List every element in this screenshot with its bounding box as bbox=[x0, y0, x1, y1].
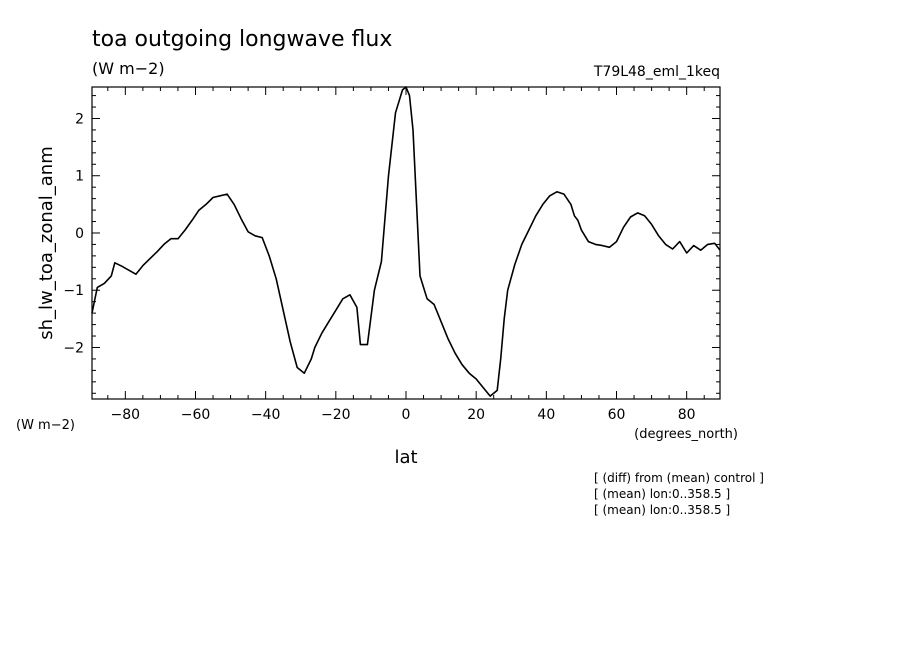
x-tick-label: −40 bbox=[251, 407, 281, 423]
x-tick-label: 60 bbox=[608, 407, 626, 423]
note-line: [ (mean) lon:0..358.5 ] bbox=[594, 487, 730, 501]
x-tick-label: 0 bbox=[402, 407, 411, 423]
x-tick-label: −60 bbox=[181, 407, 211, 423]
x-tick-label: 20 bbox=[467, 407, 485, 423]
series-line bbox=[91, 86, 721, 397]
x-tick-label: −20 bbox=[321, 407, 351, 423]
y-units-label: (W m−2) bbox=[16, 418, 75, 433]
x-units-label: (degrees_north) bbox=[634, 427, 738, 442]
y-tick-label: −2 bbox=[63, 340, 84, 356]
y-axis-label: sh_lw_toa_zonal_anm bbox=[36, 146, 57, 339]
chart-title: toa outgoing longwave flux bbox=[92, 27, 392, 52]
x-tick-label: 40 bbox=[537, 407, 555, 423]
note-line: [ (diff) from (mean) control ] bbox=[594, 471, 764, 485]
y-tick-label: 2 bbox=[75, 111, 84, 127]
x-tick-label: 80 bbox=[678, 407, 696, 423]
x-tick-label: −80 bbox=[111, 407, 141, 423]
x-axis-label: lat bbox=[394, 447, 417, 468]
series-lines bbox=[91, 86, 721, 397]
note-line: [ (mean) lon:0..358.5 ] bbox=[594, 503, 730, 517]
y-ticks: −2 −1 0 1 2 bbox=[63, 95, 720, 394]
y-tick-label: 1 bbox=[75, 169, 84, 185]
x-ticks: −80 −60 −40 −20 0 20 40 60 80 bbox=[107, 87, 705, 423]
units-label: (W m−2) bbox=[92, 59, 165, 78]
y-tick-label: −1 bbox=[63, 283, 84, 299]
y-tick-label: 0 bbox=[75, 226, 84, 242]
run-label: T79L48_eml_1keq bbox=[593, 64, 720, 80]
plot-frame bbox=[91, 86, 721, 400]
